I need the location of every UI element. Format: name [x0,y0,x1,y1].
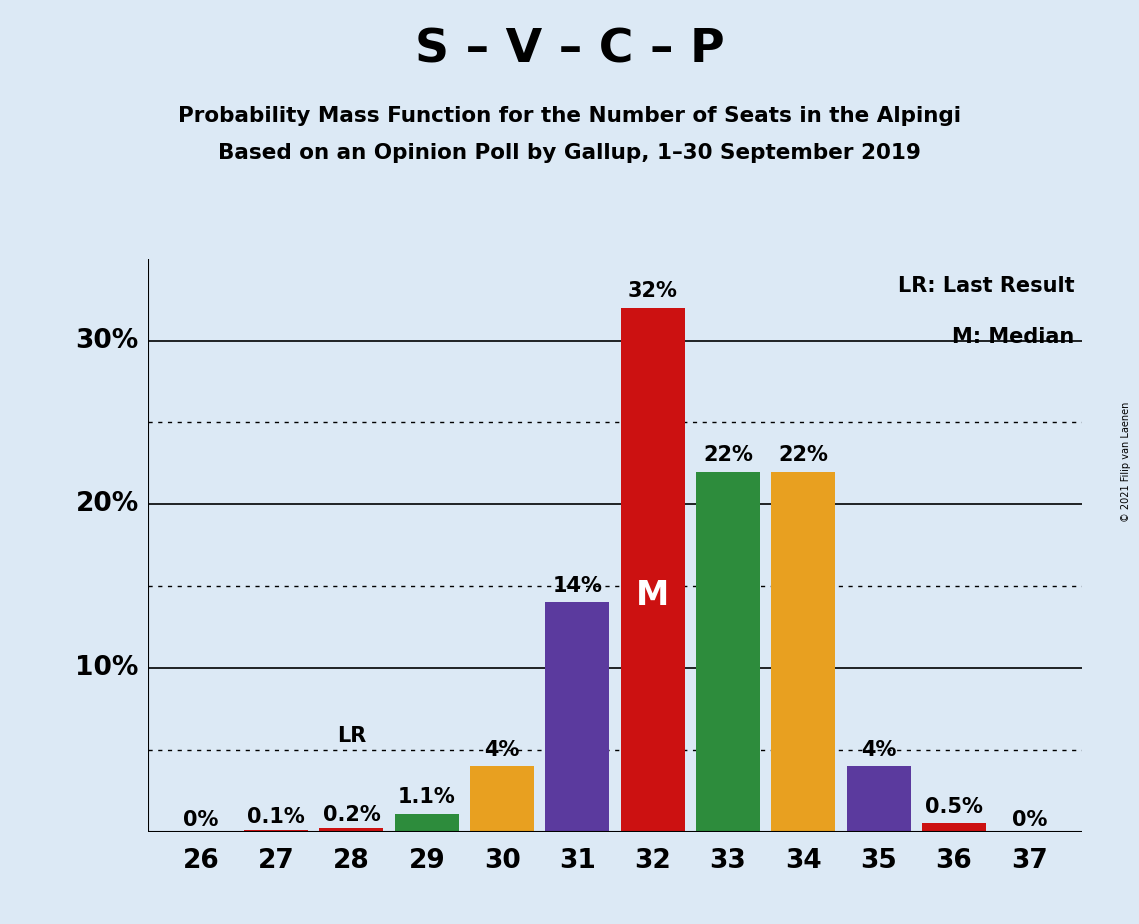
Text: 0%: 0% [183,809,219,830]
Bar [696,471,760,832]
Bar [244,830,309,832]
Text: 4%: 4% [861,739,896,760]
Text: 22%: 22% [778,445,828,465]
Text: 20%: 20% [75,492,139,517]
Text: LR: Last Result: LR: Last Result [898,276,1074,296]
Bar [846,766,911,832]
Text: 30%: 30% [75,328,139,354]
Text: 32%: 32% [628,281,678,301]
Text: M: M [636,579,670,613]
Text: 1.1%: 1.1% [398,787,456,807]
Text: S – V – C – P: S – V – C – P [415,28,724,73]
Text: 0.1%: 0.1% [247,807,305,827]
Bar [621,308,685,832]
Text: 10%: 10% [75,655,139,681]
Text: LR: LR [337,726,366,747]
Text: 0.2%: 0.2% [322,805,380,825]
Text: Probability Mass Function for the Number of Seats in the Alpingi: Probability Mass Function for the Number… [178,106,961,127]
Bar [546,602,609,832]
Text: Based on an Opinion Poll by Gallup, 1–30 September 2019: Based on an Opinion Poll by Gallup, 1–30… [218,143,921,164]
Text: M: Median: M: Median [952,327,1074,347]
Text: © 2021 Filip van Laenen: © 2021 Filip van Laenen [1121,402,1131,522]
Text: 22%: 22% [703,445,753,465]
Bar [470,766,534,832]
Bar [319,828,384,832]
Text: 14%: 14% [552,576,603,596]
Bar [771,471,835,832]
Bar [921,823,986,832]
Text: 0.5%: 0.5% [925,796,983,817]
Text: 0%: 0% [1011,809,1047,830]
Text: 4%: 4% [484,739,519,760]
Bar [395,814,459,832]
